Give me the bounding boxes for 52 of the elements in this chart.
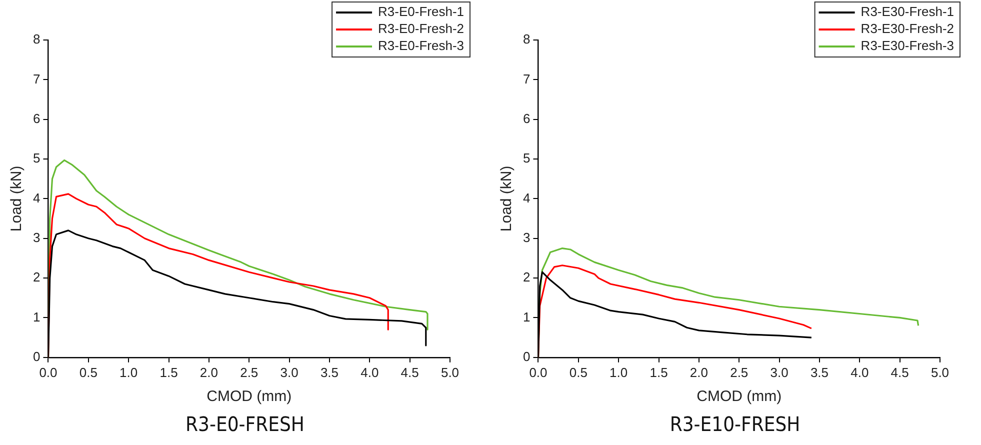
y-tick-label: 2: [522, 270, 530, 285]
x-tick-label: 1.0: [610, 364, 628, 380]
x-tick-label: 2.0: [690, 364, 708, 380]
y-tick-label: 3: [522, 230, 530, 245]
x-tick-label: 1.5: [650, 364, 668, 380]
y-tick-label: 5: [522, 150, 530, 166]
x-tick-label: 3.5: [320, 364, 339, 380]
legend-label: R3-E30-Fresh-3: [860, 38, 954, 54]
legend-label: R3-E0-Fresh-1: [378, 4, 464, 20]
x-axis-title: CMOD (mm): [206, 388, 292, 406]
x-tick-label: 2.5: [730, 364, 748, 380]
x-tick-label: 3.5: [810, 364, 829, 380]
y-axis-title: Load (kN): [8, 166, 26, 232]
y-tick-label: 0: [522, 348, 530, 364]
x-tick-label: 3.0: [280, 364, 298, 380]
y-tick-label: 6: [522, 110, 530, 126]
x-tick-label: 4.0: [850, 364, 869, 380]
x-tick-label: 2.0: [200, 364, 218, 380]
x-tick-label: 5.0: [440, 364, 460, 380]
y-tick-label: 7: [32, 71, 40, 86]
y-tick-label: 1: [522, 309, 530, 324]
legend-label: R3-E0-Fresh-3: [378, 38, 464, 54]
legend-label: R3-E30-Fresh-1: [860, 4, 954, 20]
y-tick-label: 0: [32, 348, 40, 364]
x-tick-label: 4.0: [360, 364, 379, 380]
y-tick-label: 4: [522, 190, 530, 206]
x-tick-label: 0.0: [529, 364, 548, 380]
legend-label: R3-E30-Fresh-2: [860, 21, 954, 36]
y-tick-label: 4: [32, 190, 40, 206]
y-tick-label: 7: [522, 71, 530, 86]
y-axis-title: Load (kN): [498, 166, 516, 232]
x-tick-label: 5.0: [930, 364, 950, 380]
x-axis-title: CMOD (mm): [696, 388, 782, 406]
text: R3-E10-FRESH: [668, 412, 802, 436]
y-tick-label: 2: [32, 270, 40, 285]
y-tick-label: 6: [32, 110, 40, 126]
x-tick-label: 3.0: [770, 364, 788, 380]
y-tick-label: 3: [32, 230, 40, 245]
x-tick-label: 4.5: [400, 364, 419, 380]
x-tick-label: 1.0: [120, 364, 138, 380]
legend-label: R3-E0-Fresh-2: [378, 21, 464, 36]
x-tick-label: 0.5: [569, 364, 588, 380]
x-tick-label: 2.5: [240, 364, 258, 380]
x-tick-label: 0.0: [39, 364, 58, 380]
y-tick-label: 8: [32, 32, 40, 47]
text: R3-E0-FRESH: [184, 412, 306, 436]
y-tick-label: 5: [32, 150, 40, 166]
y-tick-label: 8: [522, 32, 530, 47]
y-tick-label: 1: [32, 309, 40, 324]
x-tick-label: 1.5: [160, 364, 178, 380]
x-tick-label: 0.5: [79, 364, 98, 380]
x-tick-label: 4.5: [890, 364, 909, 380]
